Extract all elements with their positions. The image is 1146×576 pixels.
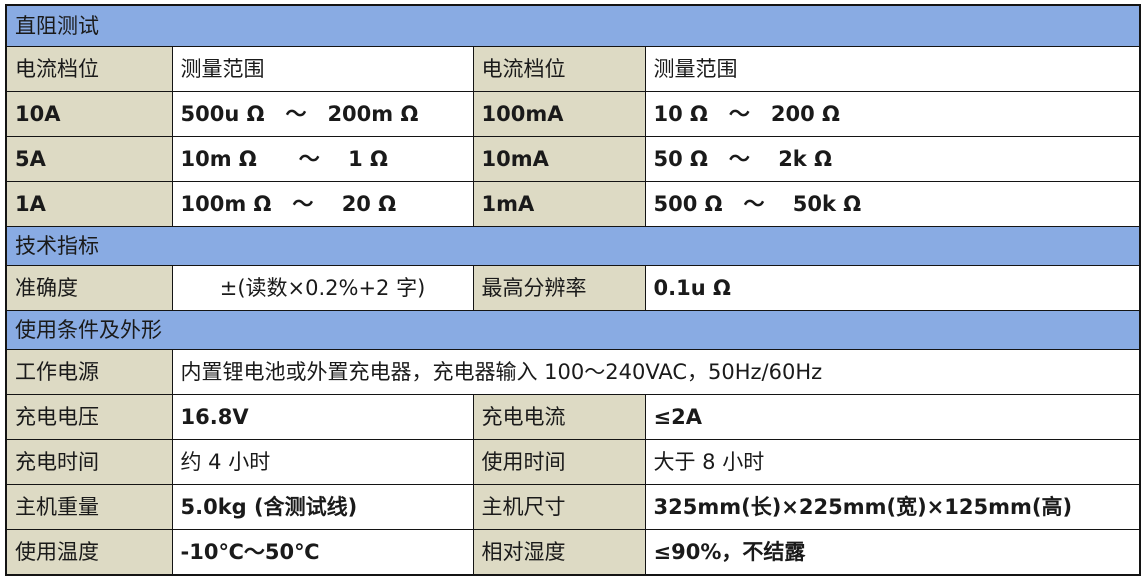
current-range-1a: 1A [5, 181, 173, 227]
current-range-5a: 5A [5, 136, 173, 182]
table-row: 1A 100m Ω ～ 20 Ω 1mA 500 Ω ～ 50k Ω [5, 181, 1141, 227]
label-usage-time: 使用时间 [472, 439, 646, 485]
section-header-operating-conditions: 使用条件及外形 [5, 310, 1141, 350]
current-range-1ma: 1mA [472, 181, 646, 227]
table-row: 10A 500u Ω ～ 200m Ω 100mA 10 Ω ～ 200 Ω [5, 91, 1141, 137]
label-charge-time: 充电时间 [5, 439, 173, 485]
measure-range-100ma: 10 Ω ～ 200 Ω [644, 91, 1141, 137]
section-header-technical-specs: 技术指标 [5, 226, 1141, 266]
table-row: 主机重量 5.0kg (含测试线) 主机尺寸 325mm(长)×225mm(宽)… [5, 484, 1141, 530]
table-row: 充电时间 约 4 小时 使用时间 大于 8 小时 [5, 439, 1141, 485]
section-title: 技术指标 [5, 226, 1141, 266]
measure-range-1a: 100m Ω ～ 20 Ω [171, 181, 474, 227]
column-header-measure-range-right: 测量范围 [644, 46, 1141, 92]
label-unit-weight: 主机重量 [5, 484, 173, 530]
value-charge-current: ≤2A [644, 394, 1141, 440]
label-unit-dimensions: 主机尺寸 [472, 484, 646, 530]
label-operating-temperature: 使用温度 [5, 529, 173, 576]
column-header-current-range-left: 电流档位 [5, 46, 173, 92]
value-relative-humidity: ≤90%，不结露 [644, 529, 1141, 576]
label-max-resolution: 最高分辨率 [472, 265, 646, 311]
table-row: 准确度 ±(读数×0.2%+2 字) 最高分辨率 0.1u Ω [5, 265, 1141, 311]
value-unit-weight: 5.0kg (含测试线) [171, 484, 474, 530]
section-title: 使用条件及外形 [5, 310, 1141, 350]
table-row: 充电电压 16.8V 充电电流 ≤2A [5, 394, 1141, 440]
current-range-10a: 10A [5, 91, 173, 137]
label-accuracy: 准确度 [5, 265, 173, 311]
measure-range-1ma: 500 Ω ～ 50k Ω [644, 181, 1141, 227]
value-usage-time: 大于 8 小时 [644, 439, 1141, 485]
value-max-resolution: 0.1u Ω [644, 265, 1141, 311]
column-header-current-range-right: 电流档位 [472, 46, 646, 92]
value-unit-dimensions: 325mm(长)×225mm(宽)×125mm(高) [644, 484, 1141, 530]
current-range-100ma: 100mA [472, 91, 646, 137]
table-row: 5A 10m Ω ～ 1 Ω 10mA 50 Ω ～ 2k Ω [5, 136, 1141, 182]
label-relative-humidity: 相对湿度 [472, 529, 646, 576]
current-range-10ma: 10mA [472, 136, 646, 182]
value-charge-voltage: 16.8V [171, 394, 474, 440]
value-working-power: 内置锂电池或外置充电器，充电器输入 100～240VAC，50Hz/60Hz [171, 349, 1141, 395]
table-row: 工作电源 内置锂电池或外置充电器，充电器输入 100～240VAC，50Hz/6… [5, 349, 1141, 395]
measure-range-10a: 500u Ω ～ 200m Ω [171, 91, 474, 137]
section-title: 直阻测试 [5, 4, 1141, 47]
value-charge-time: 约 4 小时 [171, 439, 474, 485]
table-row: 使用温度 -10℃～50℃ 相对湿度 ≤90%，不结露 [5, 529, 1141, 576]
label-charge-current: 充电电流 [472, 394, 646, 440]
measure-range-5a: 10m Ω ～ 1 Ω [171, 136, 474, 182]
label-charge-voltage: 充电电压 [5, 394, 173, 440]
section-header-dc-resistance-test: 直阻测试 [5, 4, 1141, 47]
label-working-power: 工作电源 [5, 349, 173, 395]
column-header-measure-range-left: 测量范围 [171, 46, 474, 92]
value-accuracy: ±(读数×0.2%+2 字) [171, 265, 474, 311]
value-operating-temperature: -10℃～50℃ [171, 529, 474, 576]
table-row-column-headers: 电流档位 测量范围 电流档位 测量范围 [5, 46, 1141, 92]
measure-range-10ma: 50 Ω ～ 2k Ω [644, 136, 1141, 182]
specifications-table: 直阻测试 电流档位 测量范围 电流档位 测量范围 10A 500u Ω ～ 20… [5, 4, 1141, 576]
